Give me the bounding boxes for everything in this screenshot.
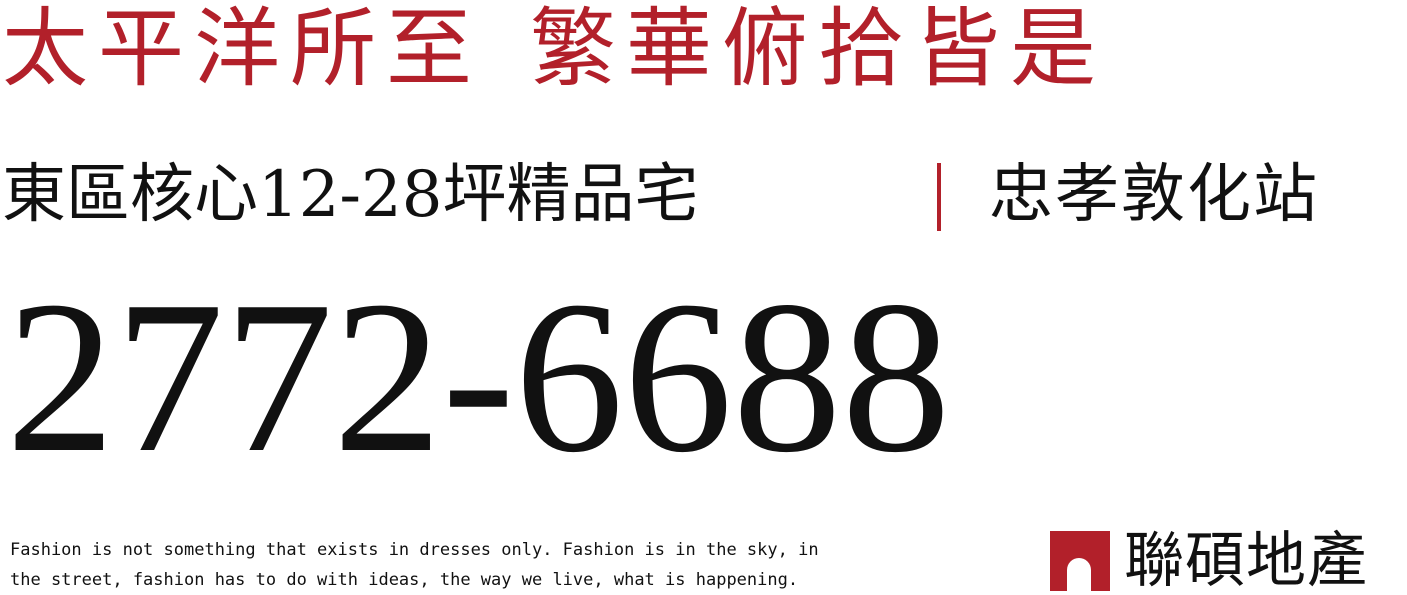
phone-number: 2772-6688	[6, 257, 951, 498]
quote-line-1: Fashion is not something that exists in …	[10, 540, 819, 560]
quote-line-2: the street, fashion has to do with ideas…	[10, 570, 799, 590]
subheadline-project: 東區核心12-28坪精品宅	[2, 158, 699, 232]
headline-part-1: 太平洋所至	[2, 0, 482, 99]
subheadline-station: 忠孝敦化站	[989, 158, 1319, 232]
fashion-quote: Fashion is not something that exists in …	[10, 535, 940, 595]
headline-part-2: 繁華俯拾皆是	[530, 0, 1106, 99]
vertical-divider	[937, 163, 941, 231]
logo-arch-shape	[1067, 558, 1091, 591]
headline: 太平洋所至 繁華俯拾皆是	[2, 0, 1407, 104]
arch-logo-icon	[1050, 531, 1110, 591]
brand-name: 聯碩地產	[1124, 526, 1368, 595]
